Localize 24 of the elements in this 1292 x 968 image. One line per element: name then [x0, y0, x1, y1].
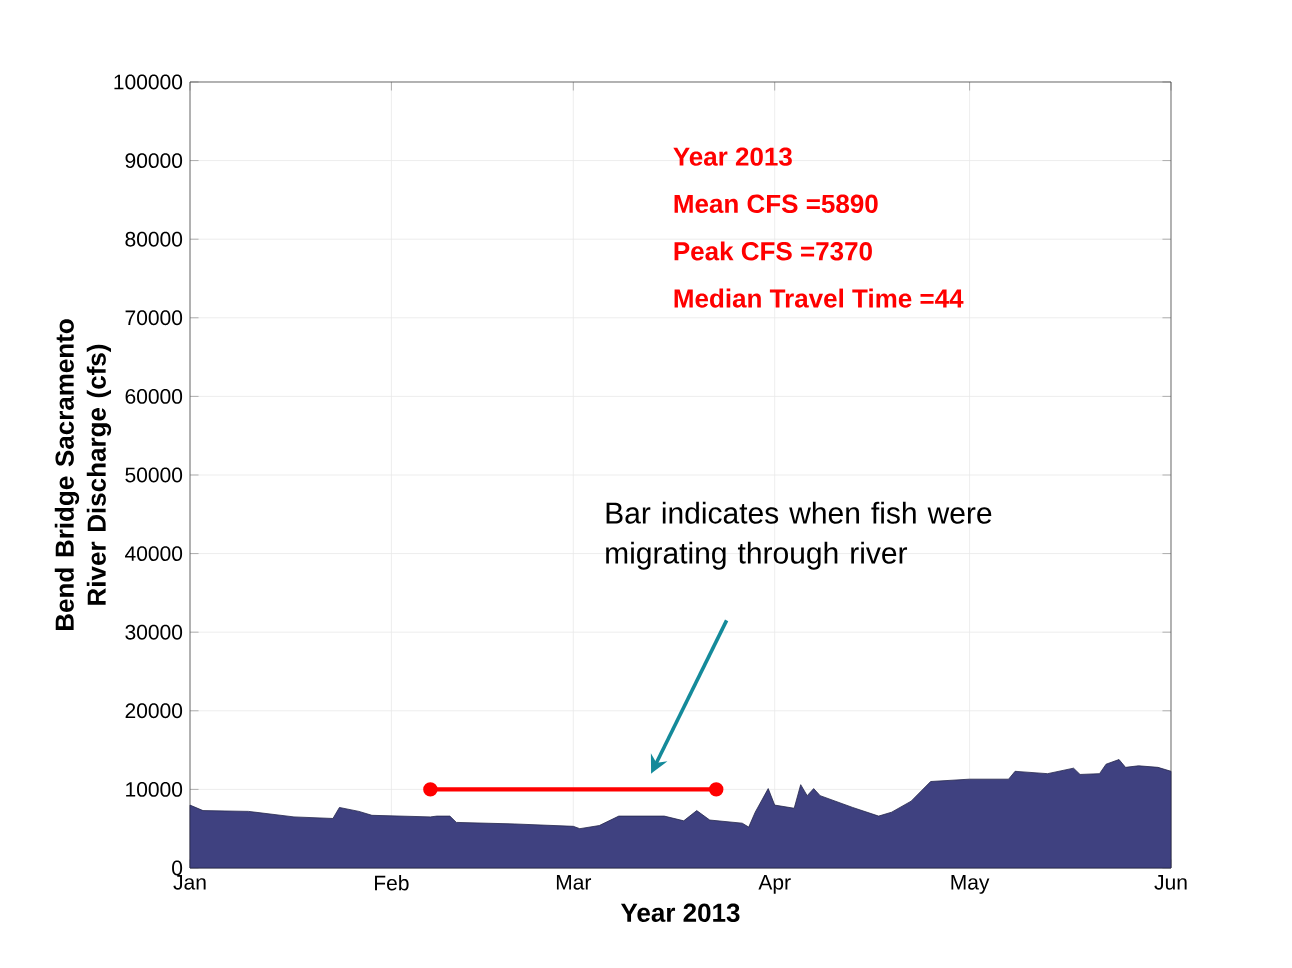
x-tick-label: Jun [1154, 875, 1187, 890]
x-tick-label: Feb [375, 875, 409, 891]
annotation: Median Travel Time =44 [674, 288, 964, 308]
y-tick-label: 100000 [114, 74, 183, 90]
y-tick-label: 90000 [125, 153, 183, 169]
annotation: Mean CFS =5890 [674, 194, 878, 214]
y-tick-label: 10000 [126, 781, 183, 797]
y-tick-label: 0 [172, 860, 183, 876]
y-tick-label: 40000 [125, 546, 183, 562]
x-tick-label: Jan [173, 875, 206, 890]
y-axis-title: Bend Bridge Sacramento River Discharge (cfs) [54, 319, 112, 631]
annotation: Bar indicates when fish were migrating through river [606, 501, 992, 570]
x-tick-label: Mar [556, 875, 592, 890]
y-tick-label: 20000 [125, 703, 183, 719]
y-tick-label: 50000 [125, 467, 183, 483]
x-axis-title: Year 2013 [620, 903, 740, 923]
y-tick-label: 80000 [125, 231, 183, 247]
y-tick-label: 60000 [125, 388, 183, 404]
y-tick-label: 70000 [125, 310, 183, 326]
annotation: Year 2013 [673, 147, 792, 166]
x-tick-label: May [951, 875, 990, 894]
y-tick-label: 30000 [125, 624, 183, 640]
annotation: Peak CFS =7370 [674, 241, 872, 261]
x-tick-label: Apr [758, 875, 791, 894]
